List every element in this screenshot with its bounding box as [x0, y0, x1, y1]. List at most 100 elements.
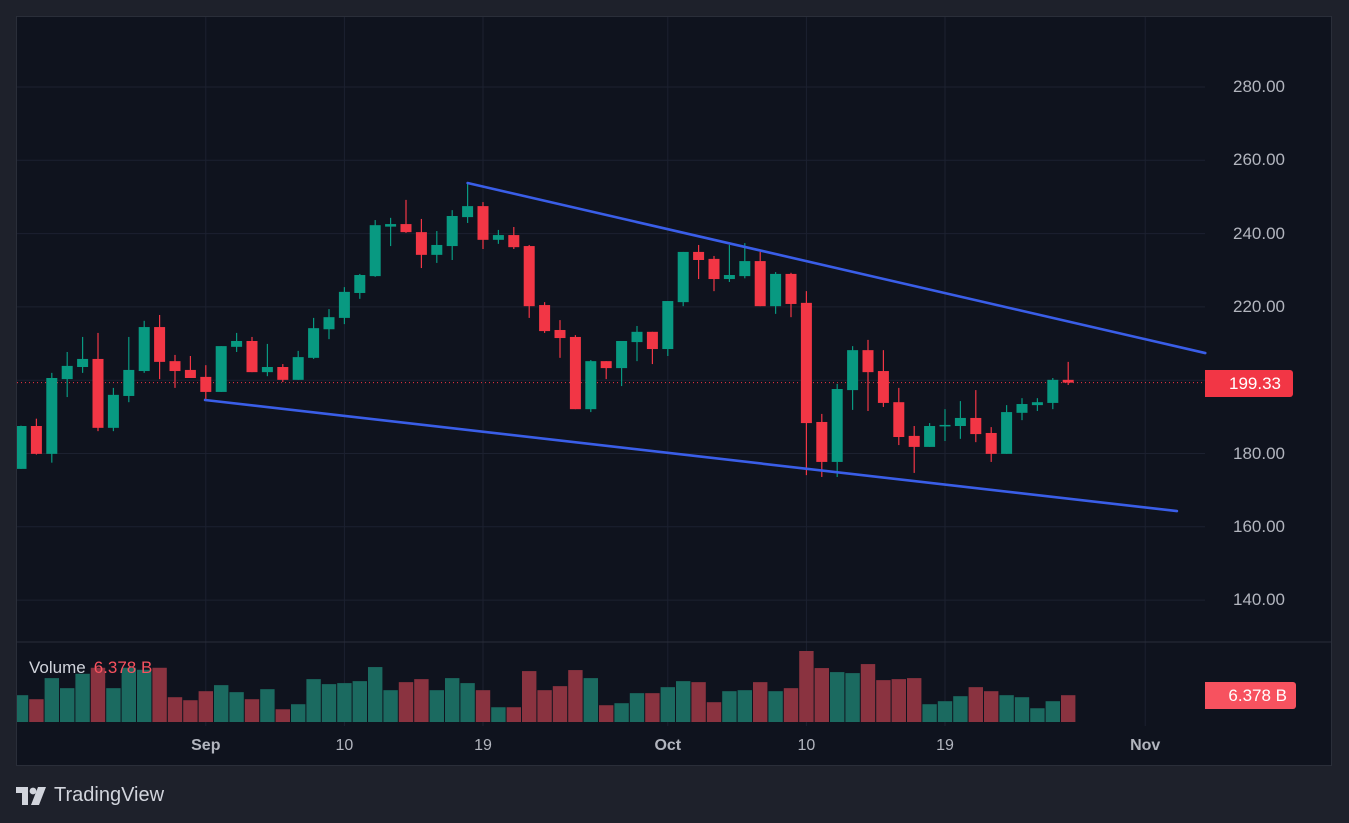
candle-body — [107, 394, 119, 428]
candle-body — [77, 358, 89, 368]
candle — [939, 409, 951, 442]
candle-body — [138, 327, 150, 372]
trendline-lower[interactable] — [203, 398, 1179, 513]
candle — [1047, 378, 1059, 410]
candle-body — [17, 426, 27, 469]
candle — [92, 332, 104, 432]
candle — [1001, 405, 1013, 454]
candle-body — [862, 350, 874, 373]
volume-legend[interactable]: Volume 6.378 B — [29, 658, 152, 678]
candle-body — [954, 417, 966, 427]
candle — [800, 291, 812, 476]
candle-body — [523, 246, 535, 307]
candle — [693, 244, 705, 280]
candle-body — [369, 225, 381, 277]
candle-body — [539, 305, 551, 332]
candle-body — [662, 301, 674, 350]
tradingview-logo[interactable]: TradingView — [16, 784, 164, 807]
candle — [739, 243, 751, 279]
candle — [354, 273, 366, 299]
candle-body — [693, 251, 705, 260]
candle-body — [877, 371, 889, 403]
volume-bar — [814, 668, 829, 722]
volume-bar — [383, 690, 398, 722]
volume-bar — [398, 682, 414, 722]
volume-bar — [1030, 708, 1045, 722]
candle-body — [477, 206, 489, 240]
volume-bar — [737, 690, 752, 722]
candle-body — [46, 378, 58, 454]
candle — [646, 331, 658, 365]
volume-legend-value: 6.378 B — [93, 658, 153, 677]
volume-bar — [645, 693, 660, 722]
candle-body — [431, 244, 443, 255]
volume-bar — [706, 702, 722, 722]
candle — [462, 183, 474, 223]
candle — [970, 390, 982, 443]
candle — [46, 372, 58, 463]
x-tick-label: Oct — [654, 737, 682, 754]
volume-bar — [475, 690, 491, 722]
volume-bar — [953, 696, 968, 722]
candle-body — [492, 235, 504, 240]
volume-bar — [845, 673, 860, 722]
trendline-upper[interactable] — [466, 181, 1207, 355]
y-tick-label: 160.00 — [1233, 516, 1285, 536]
y-tick-label: 180.00 — [1233, 443, 1285, 463]
volume-bar — [583, 678, 598, 722]
volume-bar — [152, 667, 167, 722]
candle-body — [554, 329, 566, 339]
candle — [816, 413, 828, 477]
candle — [585, 360, 597, 413]
candle — [708, 255, 720, 292]
candle-body — [400, 224, 412, 233]
candle-body — [277, 367, 289, 380]
candle-body — [816, 421, 828, 462]
candle-body — [754, 261, 766, 307]
volume-bar — [1045, 701, 1060, 722]
volume-bar — [137, 669, 152, 722]
volume-legend-title: Volume — [29, 658, 86, 677]
candle — [61, 351, 73, 398]
candle — [107, 387, 119, 432]
candle-body — [154, 327, 166, 362]
candle — [908, 426, 920, 473]
candle — [277, 364, 289, 383]
volume-bar — [275, 709, 290, 722]
candle — [261, 343, 273, 377]
volume-bar — [876, 680, 891, 722]
candle — [770, 272, 782, 314]
candle-body — [323, 317, 335, 330]
x-tick-label: 10 — [797, 737, 816, 754]
candle-body — [569, 336, 581, 410]
x-tick-label: Sep — [191, 737, 221, 754]
candle — [369, 220, 381, 277]
volume-bar — [830, 672, 845, 722]
candle-body — [338, 291, 350, 318]
candle — [677, 251, 689, 307]
candle-body — [1062, 379, 1074, 383]
volume-bar — [907, 678, 922, 722]
candle-body — [462, 206, 474, 218]
candle-body — [847, 350, 859, 391]
candle — [569, 335, 581, 410]
candle — [924, 423, 936, 447]
volume-bar — [414, 679, 429, 722]
candle — [831, 383, 843, 477]
candle — [338, 287, 350, 325]
y-tick-label: 280.00 — [1233, 77, 1285, 96]
candle-body — [354, 275, 366, 293]
candle — [184, 356, 196, 379]
volume-bar — [445, 678, 460, 722]
volume-bar — [783, 688, 799, 722]
candle-body — [292, 357, 304, 380]
candle-body — [723, 275, 735, 280]
volume-bar — [337, 683, 352, 722]
candle — [446, 210, 458, 260]
candle-body — [261, 367, 273, 373]
x-tick-label: 10 — [335, 737, 354, 754]
candle-body — [215, 346, 227, 392]
candle-body — [446, 216, 458, 247]
volume-bar — [352, 681, 367, 722]
